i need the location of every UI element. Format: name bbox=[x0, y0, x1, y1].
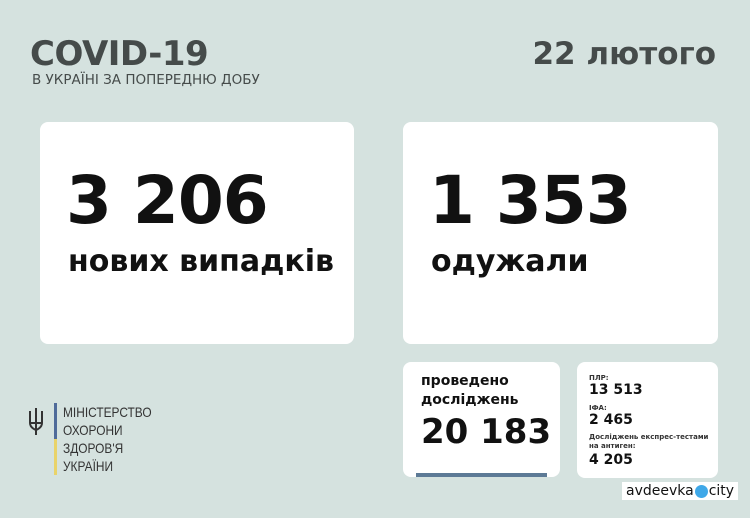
ifa-value: 2 465 bbox=[589, 412, 633, 428]
ministry-line-4: УКРАЇНИ bbox=[63, 458, 114, 474]
new-cases-value: 3 206 bbox=[66, 162, 269, 239]
new-cases-card: 3 206 нових випадків bbox=[40, 122, 354, 344]
ministry-line-1: МІНІСТЕРСТВО bbox=[63, 404, 152, 420]
watermark-right: city bbox=[708, 483, 735, 499]
tests-label-1: проведено bbox=[421, 373, 509, 389]
ifa-label: ІФА: bbox=[589, 404, 607, 412]
trident-icon bbox=[29, 408, 43, 435]
watermark-left: avdeevka bbox=[626, 483, 694, 499]
report-date: 22 лютого bbox=[532, 36, 716, 72]
watermark: avdeevka city bbox=[622, 482, 739, 500]
page-subtitle: В УКРАЇНІ ЗА ПОПЕРЕДНЮ ДОБУ bbox=[32, 72, 260, 88]
recovered-card: 1 353 одужали bbox=[403, 122, 718, 344]
flag-stripe bbox=[54, 403, 57, 475]
tests-label-2: досліджень bbox=[421, 392, 519, 408]
antigen-label-2: на антиген: bbox=[589, 442, 636, 450]
new-cases-label: нових випадків bbox=[68, 244, 334, 279]
ministry-line-2: ОХОРОНИ bbox=[63, 422, 123, 438]
antigen-value: 4 205 bbox=[589, 452, 633, 468]
tests-card: проведено досліджень 20 183 bbox=[403, 362, 560, 477]
tests-bar bbox=[416, 473, 547, 477]
tests-breakdown-card: ПЛР: 13 513 ІФА: 2 465 Досліджень експре… bbox=[577, 362, 718, 478]
antigen-label-1: Досліджень експрес-тестами bbox=[589, 433, 709, 441]
pcr-label: ПЛР: bbox=[589, 374, 609, 382]
ministry-logo: МІНІСТЕРСТВО ОХОРОНИ ЗДОРОВ'Я УКРАЇНИ bbox=[28, 403, 167, 475]
recovered-label: одужали bbox=[431, 244, 589, 279]
ministry-line-3: ЗДОРОВ'Я bbox=[63, 440, 124, 456]
pcr-value: 13 513 bbox=[589, 382, 643, 398]
tests-value: 20 183 bbox=[421, 412, 552, 452]
page-title: COVID-19 bbox=[30, 34, 209, 74]
watermark-logo-icon bbox=[694, 484, 708, 498]
recovered-value: 1 353 bbox=[429, 162, 632, 239]
